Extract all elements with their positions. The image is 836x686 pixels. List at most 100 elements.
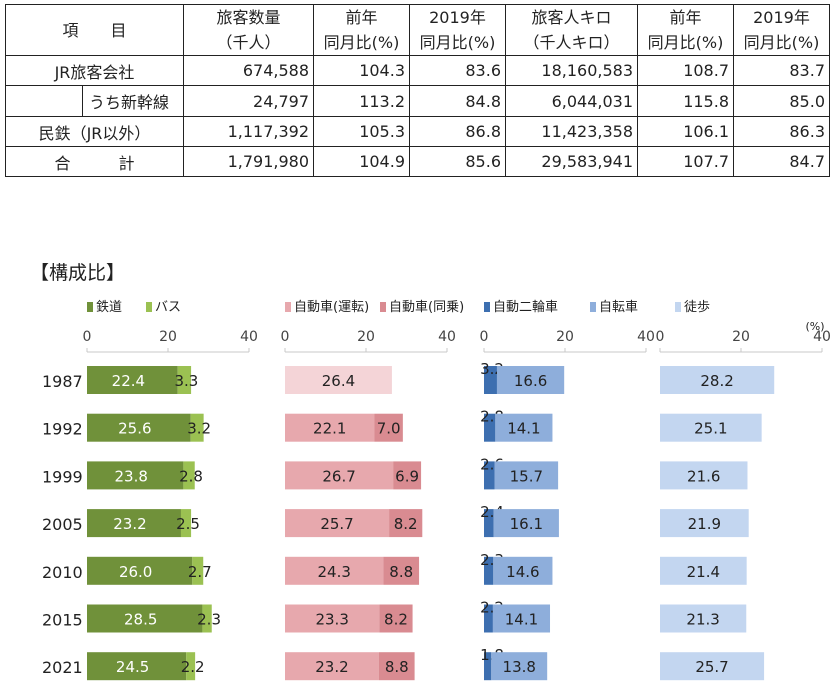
data-label: 6.9	[395, 467, 419, 485]
bar	[374, 413, 403, 442]
chart-title: 【構成比】	[30, 262, 126, 284]
table-cell: 105.3	[313, 116, 410, 147]
legend-label: 鉄道	[96, 300, 122, 315]
data-label: 7.0	[377, 420, 401, 438]
bar	[285, 652, 379, 681]
data-label: 22.1	[313, 420, 346, 438]
bar	[484, 509, 494, 538]
header-vs2019-km: 2019年 同月比(%)	[733, 4, 830, 56]
data-label: 26.0	[119, 563, 152, 581]
bar	[285, 604, 380, 633]
legend-swatch	[675, 302, 681, 312]
header-passenger-km: 旅客人キロ （千人キロ）	[505, 4, 638, 56]
bar	[484, 556, 494, 585]
row-label: 民鉄（JR以外）	[5, 116, 184, 147]
legend-label: 徒歩	[684, 300, 710, 315]
bar	[660, 556, 747, 585]
bar	[190, 413, 204, 442]
data-label: 8.2	[394, 515, 418, 533]
data-label: 23.8	[114, 467, 147, 485]
table-row: JR旅客会社 674,588 104.3 83.6 18,160,583 108…	[5, 55, 830, 86]
data-label: 3.2	[187, 420, 211, 438]
bar	[491, 652, 548, 681]
bar	[285, 461, 394, 490]
data-label: 21.6	[687, 467, 720, 485]
legend-swatch	[380, 302, 386, 312]
table-cell: 85.0	[733, 85, 830, 117]
data-label: 23.2	[113, 515, 146, 533]
category-label: 2021	[42, 658, 83, 677]
header-passengers: 旅客数量 （千人）	[183, 4, 314, 56]
bar	[285, 366, 392, 394]
data-label: 2.7	[188, 563, 212, 581]
data-label: 15.7	[510, 467, 543, 485]
unit-label: (%)	[805, 320, 824, 333]
bar	[285, 509, 390, 538]
data-label: 28.2	[700, 372, 733, 390]
table-cell: 24,797	[183, 85, 314, 117]
bar	[87, 413, 191, 442]
data-label: 13.8	[503, 658, 536, 676]
tick-label: 20	[556, 329, 574, 345]
tick-label: 40	[438, 329, 456, 345]
bar	[192, 556, 204, 585]
table-cell: 674,588	[183, 55, 314, 86]
legend-swatch	[285, 302, 291, 312]
bar	[660, 461, 748, 490]
data-label: 21.4	[687, 563, 720, 581]
tick-label: 40	[813, 329, 831, 345]
stats-table: 項 目 旅客数量 （千人） 前年 同月比(%) 2019年 同月比(%) 旅客人キロ（…	[5, 4, 830, 177]
data-label: 23.2	[315, 658, 348, 676]
table-cell: 83.6	[409, 55, 506, 86]
header-yoy-km: 前年 同月比(%)	[637, 4, 734, 56]
legend-label: 自動車(同乗)	[389, 300, 464, 315]
bar	[493, 556, 553, 585]
bar	[87, 604, 203, 633]
tick-label: 0	[656, 329, 665, 345]
bar	[660, 652, 765, 681]
data-label: 25.1	[694, 420, 727, 438]
bar	[660, 366, 775, 394]
data-label: 26.4	[322, 372, 355, 390]
data-label: 3.3	[174, 372, 198, 390]
data-label: 14.1	[505, 611, 538, 629]
row-label: JR旅客会社	[5, 55, 184, 86]
tick-label: 20	[732, 329, 750, 345]
legend-swatch	[146, 302, 152, 312]
header-item: 項 目	[5, 4, 184, 56]
row-sublabel: うち新幹線	[82, 86, 183, 116]
bar	[484, 366, 497, 394]
bar	[493, 509, 559, 538]
bar	[492, 604, 551, 633]
data-label: 28.5	[124, 611, 157, 629]
bar	[87, 652, 187, 681]
bar	[378, 652, 415, 681]
bar	[285, 556, 384, 585]
category-label: 2010	[42, 563, 83, 582]
data-label: 8.8	[385, 658, 409, 676]
table-cell: 113.2	[313, 85, 410, 117]
legend-label: バス	[155, 300, 181, 315]
table-cell: 11,423,358	[505, 116, 638, 147]
legend-label: 自転車	[599, 300, 638, 315]
bar	[177, 366, 192, 394]
table-cell: 106.1	[637, 116, 734, 147]
category-label: 1992	[42, 420, 83, 439]
data-label: 16.6	[514, 372, 547, 390]
header-yoy: 前年 同月比(%)	[313, 4, 410, 56]
bar	[660, 413, 762, 442]
data-label: 16.1	[510, 515, 543, 533]
tick-label: 40	[240, 329, 258, 345]
bar	[87, 366, 178, 394]
category-label: 2005	[42, 515, 83, 534]
table-row: 合 計 1,791,980 104.9 85.6 29,583,941 107.…	[5, 146, 830, 177]
data-label: 2.2	[181, 658, 205, 676]
row-label: 合 計	[5, 146, 184, 177]
tick-label: 0	[480, 329, 489, 345]
data-label: 8.8	[389, 563, 413, 581]
table-cell: 86.8	[409, 116, 506, 147]
bar	[393, 461, 422, 490]
data-label: 14.6	[506, 563, 539, 581]
table-cell: 115.8	[637, 85, 734, 117]
